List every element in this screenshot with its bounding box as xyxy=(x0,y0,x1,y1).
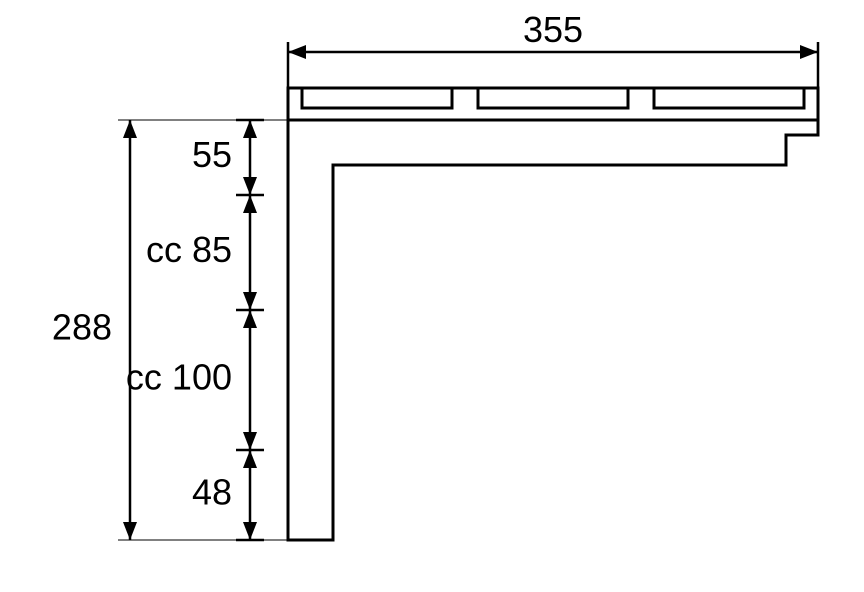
dimension-height-label: 288 xyxy=(52,307,112,348)
dimension-seg3-label: cc 100 xyxy=(126,357,232,398)
dimension-stack: 55 cc 85 cc 100 48 xyxy=(126,120,264,540)
dimension-width: 355 xyxy=(288,9,818,88)
dimension-seg4-label: 48 xyxy=(192,472,232,513)
dimension-width-label: 355 xyxy=(523,9,583,50)
dimension-seg1-label: 55 xyxy=(192,134,232,175)
part-outline xyxy=(288,88,818,540)
dimension-height: 288 xyxy=(52,120,137,540)
dimension-seg2-label: cc 85 xyxy=(146,229,232,270)
